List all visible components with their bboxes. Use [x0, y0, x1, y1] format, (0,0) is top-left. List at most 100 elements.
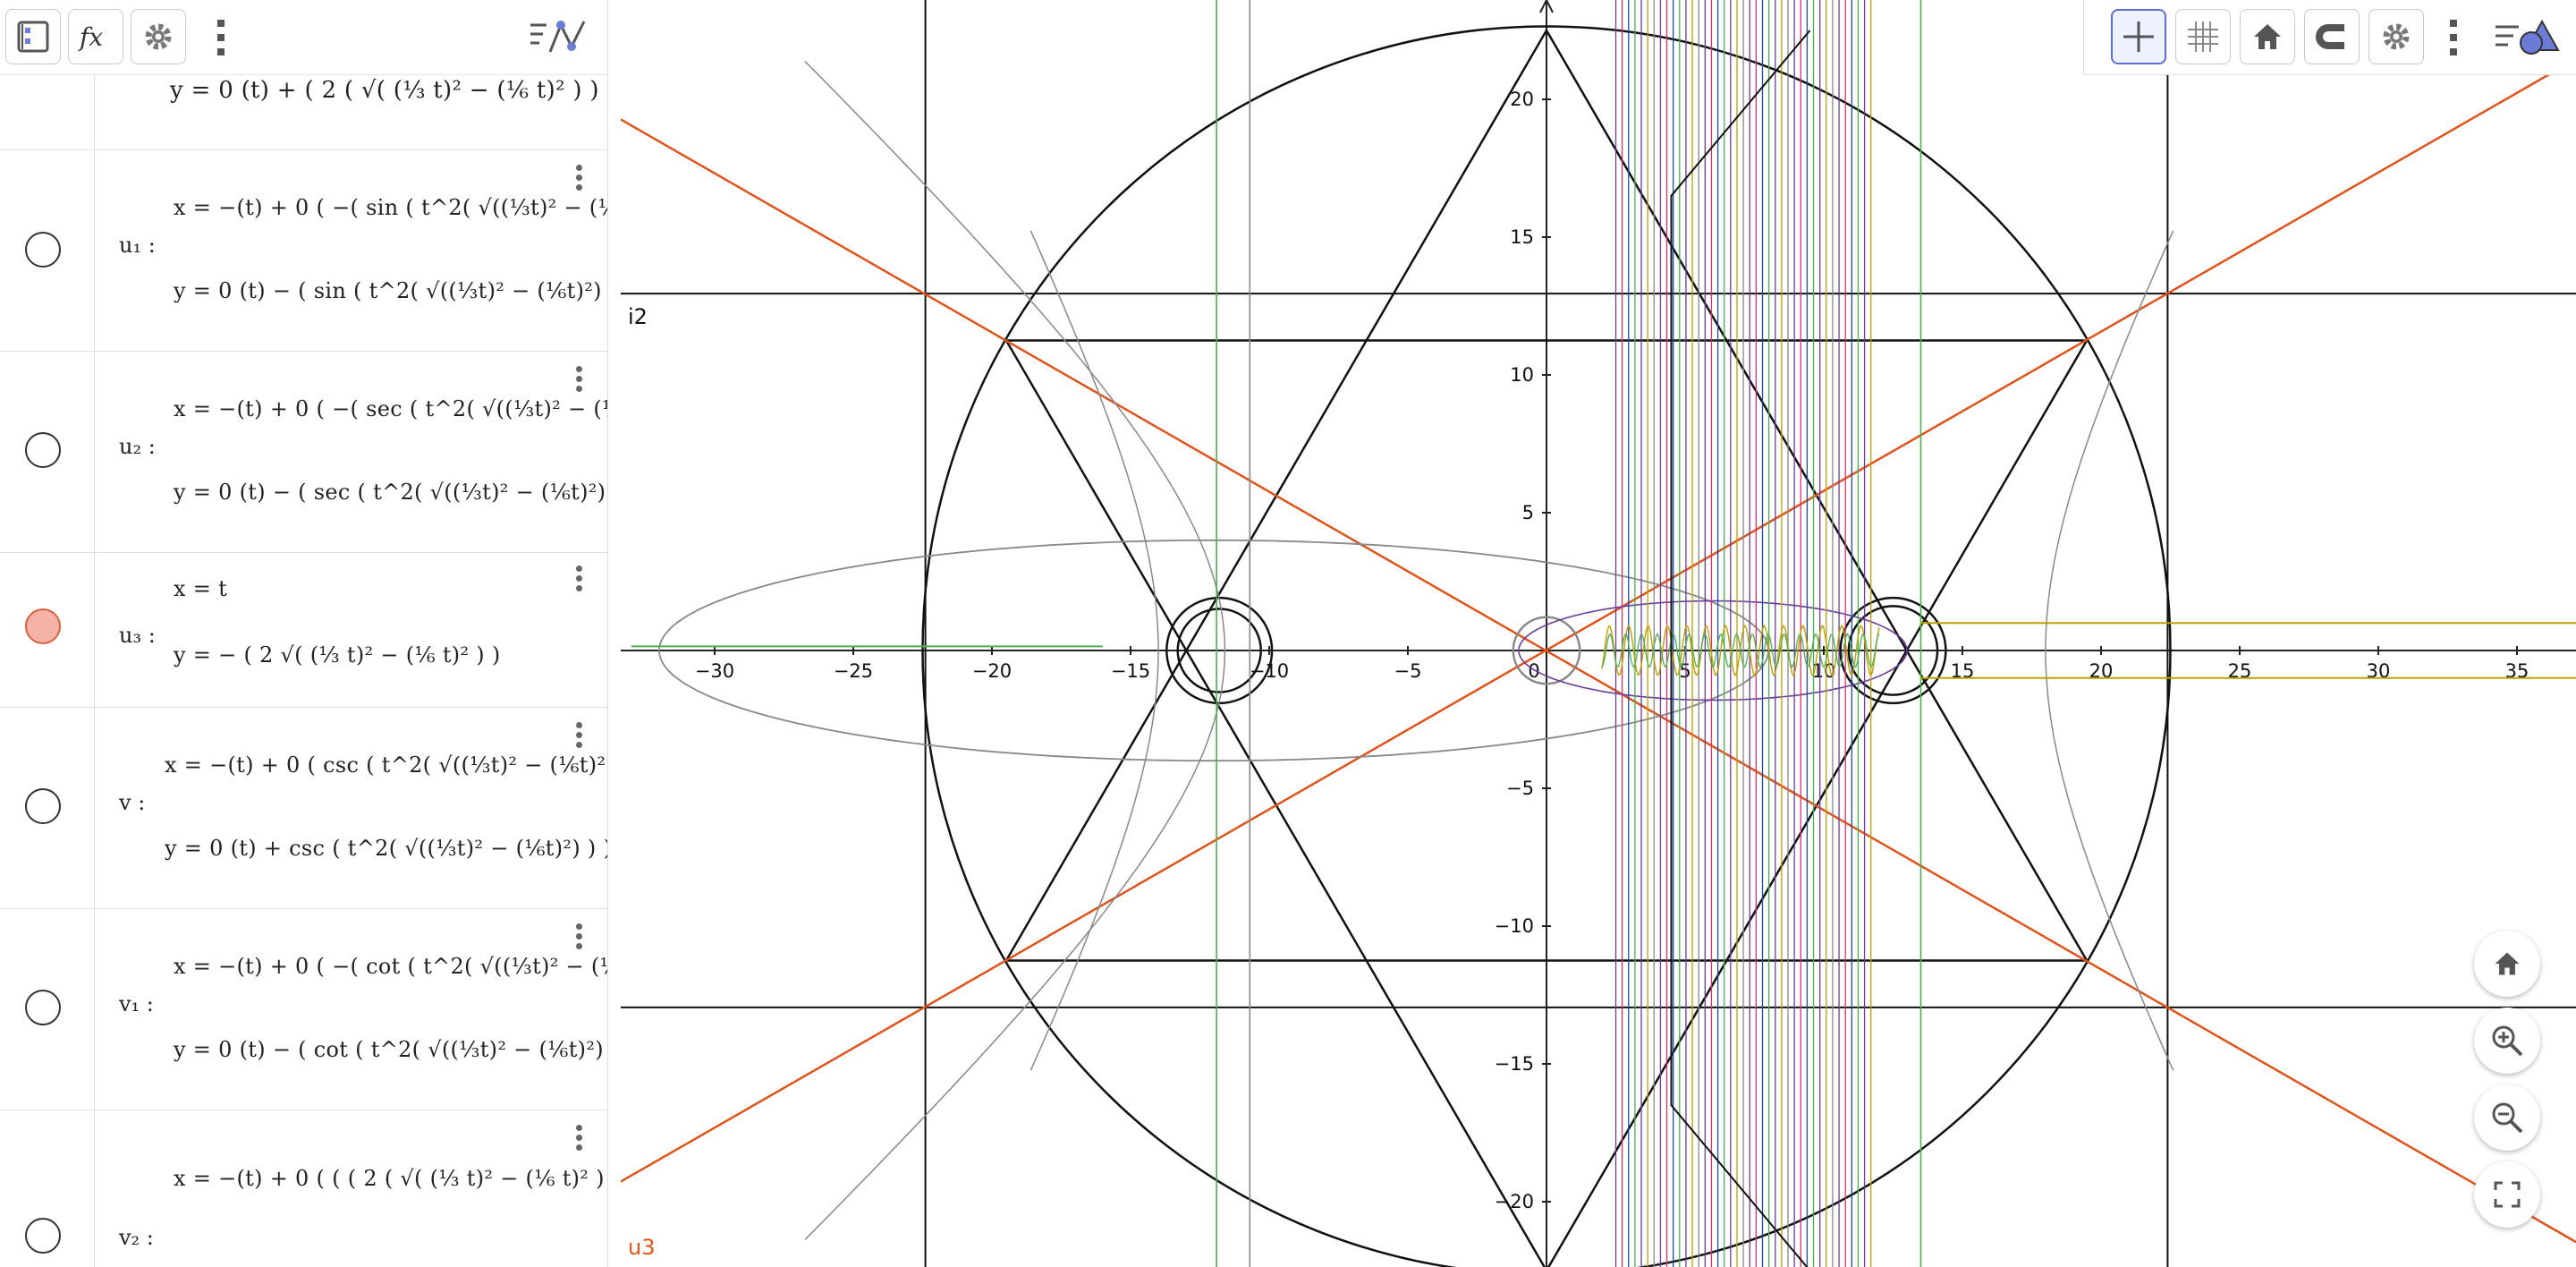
oscillating-curve-green	[1601, 633, 1880, 668]
visibility-toggle-v[interactable]	[25, 788, 61, 824]
partial-equation: y = 0 (t) + ( 2 ( √( (⅓ t)² − (⅙ t)² ) )…	[170, 77, 608, 104]
gear-icon	[145, 23, 172, 50]
y-tick-label: −20	[1495, 1191, 1534, 1212]
graphics-settings-button[interactable]	[2368, 9, 2424, 64]
visibility-toggle-v2[interactable]	[25, 1218, 61, 1254]
row-menu-u3[interactable]	[572, 564, 585, 598]
marble-column	[0, 352, 95, 552]
axes-toggle-button[interactable]	[2111, 9, 2166, 64]
row-menu-v[interactable]	[572, 720, 585, 754]
purple-ellipse-right	[1518, 599, 1908, 702]
grid-toggle-button[interactable]	[2175, 9, 2231, 64]
marble-column	[0, 150, 95, 351]
algebra-more-button[interactable]	[208, 13, 234, 63]
algebra-row-u1[interactable]: u₁ : x = −(t) + 0 ( −( sin ( t^2( √((⅓t)…	[0, 150, 608, 352]
gray-hyperbola-left	[1030, 230, 1159, 1071]
more-vertical-icon	[2450, 20, 2457, 55]
row-menu-u1[interactable]	[572, 163, 585, 197]
row-menu-u2[interactable]	[572, 364, 585, 398]
u2-y-equation: y = 0 (t) − ( sec ( t^2( √((⅓t)² − (⅙t)²…	[174, 480, 608, 505]
v1-y-equation: y = 0 (t) − ( cot ( t^2( √((⅓t)² − (⅙t)²…	[174, 1037, 608, 1062]
marble-column	[0, 553, 95, 707]
algebra-row-partial[interactable]: y = 0 (t) + ( 2 ( √( (⅓ t)² − (⅙ t)² ) )…	[0, 75, 608, 150]
gear-icon	[2383, 23, 2410, 50]
x-tick-label: −15	[1111, 660, 1150, 682]
y-axis-arrow	[1539, 0, 1554, 13]
gray-ellipse-left-top	[658, 539, 1769, 651]
graphics-view-button[interactable]	[526, 14, 590, 61]
x-tick-label: −30	[695, 660, 734, 682]
zoom-out-icon	[2492, 1102, 2523, 1134]
algebra-row-v[interactable]: v : x = −(t) + 0 ( csc ( t^2( √((⅓t)² − …	[0, 708, 608, 909]
object-label-u3: u₃ :	[119, 623, 156, 648]
algebra-toolbar: fx	[0, 0, 607, 75]
marble-column	[0, 75, 95, 149]
small-circle	[1839, 596, 1947, 705]
grid-toggle-icon	[2188, 21, 2218, 52]
gray-hyperbola-mid	[804, 60, 1226, 1241]
zoom-in-icon	[2492, 1025, 2523, 1057]
graphics-toolbar	[2083, 0, 2576, 75]
v1-x-equation: x = −(t) + 0 ( −( cot ( t^2( √((⅓t)² − (…	[174, 954, 607, 979]
axes-toggle-icon	[2123, 21, 2154, 52]
graphics-style-button[interactable]	[2490, 14, 2565, 61]
v-y-equation: y = 0 (t) + csc ( t^2( √((⅓t)² − (⅙t)²) …	[165, 836, 608, 861]
standard-view-button[interactable]	[2240, 9, 2295, 64]
marble-column	[0, 708, 95, 908]
function-fx-icon: fx	[78, 22, 103, 52]
y-tick-label: 20	[1510, 89, 1534, 110]
x-tick-label: −20	[972, 660, 1012, 682]
svg-text:fx: fx	[78, 22, 103, 52]
x-tick-label: 5	[1679, 660, 1690, 682]
nav-home-button[interactable]	[2474, 931, 2540, 997]
outer-circle	[921, 25, 2172, 1267]
algebra-row-v1[interactable]: v₁ : x = −(t) + 0 ( −( cot ( t^2( √((⅓t)…	[0, 909, 608, 1110]
visibility-toggle-v1[interactable]	[25, 990, 61, 1025]
algebra-list: y = 0 (t) + ( 2 ( √( (⅓ t)² − (⅙ t)² ) )…	[0, 75, 608, 1267]
orange-line-down	[621, 118, 2576, 1244]
u1-y-equation: y = 0 (t) − ( sin ( t^2( √((⅓t)² − (⅙t)²…	[174, 278, 608, 303]
graphics-more-button[interactable]	[2440, 13, 2467, 63]
algebra-view-button[interactable]	[5, 9, 61, 64]
object-label-u1: u₁ :	[119, 233, 156, 258]
algebra-settings-button[interactable]	[131, 9, 186, 64]
algebra-row-u3[interactable]: u₃ : x = t y = − ( 2 √( (⅓ t)² − (⅙ t)² …	[0, 553, 607, 708]
oscillating-curve-olive	[1601, 624, 1880, 677]
x-tick-label: −25	[834, 660, 873, 682]
u3-x-equation: x = t	[174, 576, 228, 601]
small-circle	[1847, 605, 1939, 696]
object-label-v2: v₂ :	[119, 1225, 154, 1250]
home-icon	[2495, 952, 2520, 975]
gray-ellipse-left-bottom	[658, 650, 1769, 762]
home-icon	[2254, 24, 2281, 49]
algebra-row-u2[interactable]: u₂ : x = −(t) + 0 ( −( sec ( t^2( √((⅓t)…	[0, 352, 608, 553]
visibility-toggle-u1[interactable]	[25, 232, 61, 268]
zoom-in-button[interactable]	[2474, 1008, 2540, 1074]
small-circle	[1176, 608, 1262, 693]
object-label-u2: u₂ :	[119, 434, 156, 459]
y-tick-label: 5	[1522, 502, 1534, 523]
graph-canvas[interactable]: −30 −25 −20 −15 −10 −5 0 5 10 15 20 25 30 352015105−5…	[621, 0, 2576, 1267]
y-tick-label: −10	[1495, 915, 1534, 937]
zoom-out-button[interactable]	[2474, 1084, 2540, 1151]
v-x-equation: x = −(t) + 0 ( csc ( t^2( √((⅓t)² − (⅙t)…	[165, 753, 608, 778]
graphics-view[interactable]: −30 −25 −20 −15 −10 −5 0 5 10 15 20 25 30 35 20 15 10 5 −5…	[621, 0, 2576, 1267]
fullscreen-icon	[2494, 1181, 2521, 1208]
marble-column	[0, 909, 95, 1110]
row-menu-v2[interactable]	[572, 1123, 585, 1157]
algebra-row-v2[interactable]: v₂ : x = −(t) + 0 ( ( ( 2 ( √( (⅓ t)² − …	[0, 1110, 607, 1267]
row-menu-v1[interactable]	[572, 922, 585, 956]
marble-column	[0, 1110, 95, 1267]
label-u3: u3	[628, 1235, 655, 1260]
function-button[interactable]: fx	[68, 9, 123, 64]
visibility-toggle-u3[interactable]	[25, 608, 61, 644]
magnet-icon	[2316, 24, 2344, 49]
fullscreen-button[interactable]	[2474, 1161, 2540, 1228]
point-capturing-button[interactable]	[2304, 9, 2360, 64]
label-i2: i2	[628, 304, 648, 329]
u1-x-equation: x = −(t) + 0 ( −( sin ( t^2( √((⅓t)² − (…	[174, 195, 607, 220]
object-label-v1: v₁ :	[119, 991, 154, 1016]
visibility-toggle-u2[interactable]	[25, 432, 61, 468]
object-label-v: v :	[119, 790, 146, 815]
x-tick-label: 0	[1528, 660, 1539, 682]
